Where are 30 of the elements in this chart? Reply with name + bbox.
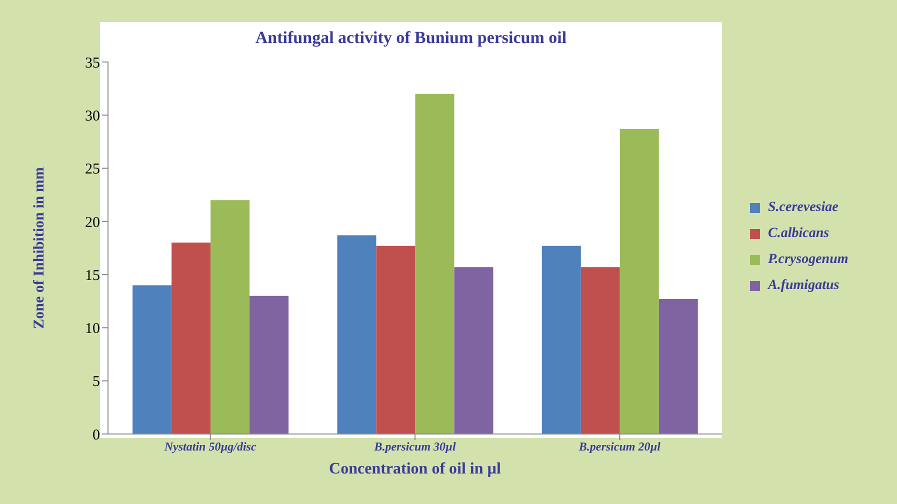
legend-label: C.albicans xyxy=(768,226,830,242)
bar xyxy=(132,285,172,434)
x-tick-label: B.persicum 30µl xyxy=(373,440,456,454)
bar xyxy=(454,267,494,434)
bar xyxy=(620,128,659,434)
x-tick-label: Nystatin 50µg/disc xyxy=(163,440,257,454)
y-tick-label: 5 xyxy=(92,374,100,390)
y-tick-label: 0 xyxy=(92,427,100,444)
x-tick-label: B.persicum 20µl xyxy=(578,440,662,454)
legend-label: S.cerevesiae xyxy=(768,200,838,216)
bar xyxy=(542,246,581,434)
y-tick-label: 15 xyxy=(85,268,100,284)
bar xyxy=(658,299,698,434)
bar xyxy=(580,267,620,434)
y-tick-label: 30 xyxy=(85,108,100,124)
y-tick-label: 10 xyxy=(85,321,100,338)
bar xyxy=(337,235,376,434)
bar xyxy=(376,246,416,434)
legend-label: A.fumigatus xyxy=(768,278,840,294)
legend-label: P.crysogenum xyxy=(768,252,848,268)
bar xyxy=(172,242,211,434)
y-tick-label: 25 xyxy=(85,162,100,178)
chart-title: Antifungal activity of Bunium persicum oil xyxy=(254,28,568,48)
x-axis-title: Concentration of oil in µl xyxy=(329,460,502,478)
y-axis-title: Zone of Inhibition in mm xyxy=(31,166,48,329)
bar xyxy=(415,94,454,434)
y-tick-label: 35 xyxy=(85,55,100,72)
bar xyxy=(250,296,289,434)
bar xyxy=(210,200,250,434)
y-tick-label: 20 xyxy=(85,214,100,231)
